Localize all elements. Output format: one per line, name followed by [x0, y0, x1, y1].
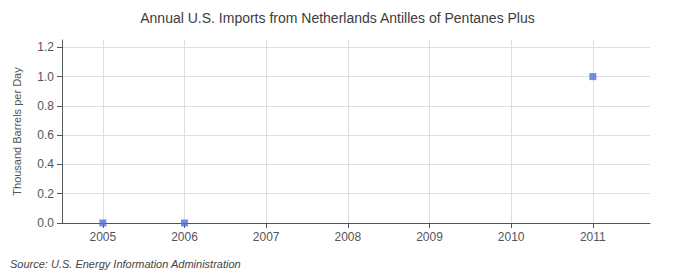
- svg-text:0.8: 0.8: [37, 99, 54, 113]
- svg-text:1.0: 1.0: [37, 70, 54, 84]
- svg-text:Annual U.S. Imports from Nethe: Annual U.S. Imports from Netherlands Ant…: [140, 10, 535, 26]
- svg-text:Source: U.S. Energy Informatio: Source: U.S. Energy Information Administ…: [10, 258, 241, 270]
- svg-text:2009: 2009: [416, 230, 443, 244]
- svg-text:2008: 2008: [334, 230, 361, 244]
- svg-text:Thousand Barrels per Day: Thousand Barrels per Day: [11, 67, 23, 196]
- svg-text:1.2: 1.2: [37, 40, 54, 54]
- svg-text:0.2: 0.2: [37, 187, 54, 201]
- svg-text:2007: 2007: [253, 230, 280, 244]
- svg-text:2011: 2011: [580, 230, 606, 244]
- svg-text:2006: 2006: [171, 230, 198, 244]
- svg-text:0.6: 0.6: [37, 128, 54, 142]
- svg-text:2005: 2005: [89, 230, 116, 244]
- svg-text:0.0: 0.0: [37, 216, 54, 230]
- svg-text:2010: 2010: [498, 230, 525, 244]
- svg-text:0.4: 0.4: [37, 157, 54, 171]
